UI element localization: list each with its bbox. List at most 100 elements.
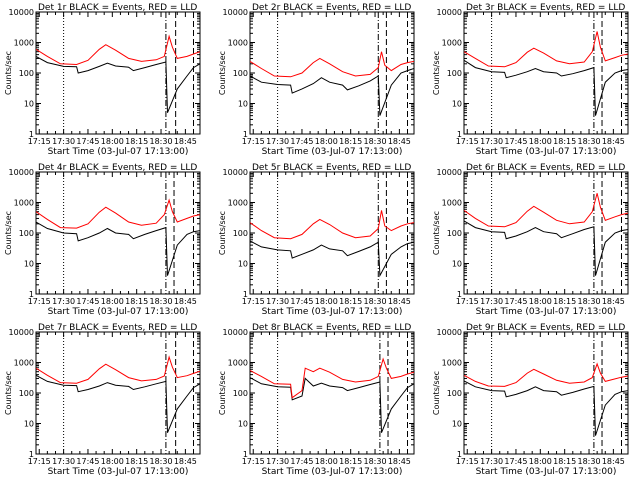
x-axis-label: Start Time (03-Jul-07 17:13:00) <box>476 307 617 317</box>
panel-title: Det 5r BLACK = Events, RED = LLD <box>252 163 411 173</box>
x-tick-label: 18:30 <box>363 297 386 306</box>
y-tick-label: 100 <box>233 389 248 398</box>
y-tick-label: 1000 <box>14 39 34 48</box>
y-axis-label: Counts/sec <box>218 371 227 415</box>
plot-frame <box>463 171 629 295</box>
x-tick-label: 18:30 <box>577 457 600 466</box>
y-axis-label: Counts/sec <box>432 211 441 255</box>
x-axis-label: Start Time (03-Jul-07 17:13:00) <box>476 467 617 477</box>
plot-frame <box>463 331 629 455</box>
y-tick-label: 1 <box>457 290 462 299</box>
series-events-line <box>250 377 414 433</box>
y-tick-label: 1 <box>457 450 462 459</box>
y-tick-label: 100 <box>233 229 248 238</box>
panel-title: Det 9r BLACK = Events, RED = LLD <box>466 323 625 333</box>
y-tick-label: 10 <box>238 420 248 429</box>
y-tick-label: 1000 <box>14 359 34 368</box>
y-tick-label: 1 <box>29 450 34 459</box>
x-tick-label: 18:15 <box>553 137 576 146</box>
detector-panel-6: Det 6r BLACK = Events, RED = LLD 1 10 100 10… <box>432 163 629 317</box>
x-tick-label: 18:00 <box>529 297 552 306</box>
x-tick-label: 18:15 <box>125 137 148 146</box>
detector-panel-7: Det 7r BLACK = Events, RED = LLD 1 10 100 10… <box>4 323 201 477</box>
x-axis-label: Start Time (03-Jul-07 17:13:00) <box>262 307 403 317</box>
y-tick-label: 1000 <box>14 199 34 208</box>
series-lld-line <box>250 210 414 240</box>
x-tick-label: 18:00 <box>315 137 338 146</box>
y-tick-label: 10000 <box>223 8 248 17</box>
x-tick-label: 17:45 <box>290 297 313 306</box>
y-tick-label: 1000 <box>442 199 462 208</box>
x-tick-label: 18:00 <box>101 457 124 466</box>
plot-frame <box>463 11 629 135</box>
y-tick-label: 1 <box>243 290 248 299</box>
x-tick-label: 17:15 <box>242 137 265 146</box>
x-tick-label: 17:30 <box>480 457 503 466</box>
panel-title: Det 2r BLACK = Events, RED = LLD <box>252 3 411 13</box>
x-tick-label: 18:00 <box>315 297 338 306</box>
x-axis-label: Start Time (03-Jul-07 17:13:00) <box>48 307 189 317</box>
x-tick-label: 18:15 <box>125 457 148 466</box>
x-tick-label: 17:15 <box>456 297 479 306</box>
x-tick-label: 18:00 <box>529 457 552 466</box>
x-tick-label: 17:45 <box>290 137 313 146</box>
series-lld-line <box>464 31 628 68</box>
x-tick-label: 17:30 <box>480 137 503 146</box>
y-tick-label: 100 <box>233 69 248 78</box>
series-events-line <box>250 240 414 278</box>
x-tick-label: 18:30 <box>577 137 600 146</box>
y-tick-label: 100 <box>447 69 462 78</box>
series-events-line <box>464 59 628 116</box>
x-tick-label: 17:15 <box>456 457 479 466</box>
series-events-line <box>464 220 628 276</box>
x-tick-label: 17:30 <box>266 137 289 146</box>
x-tick-label: 18:00 <box>315 457 338 466</box>
detector-panel-5: Det 5r BLACK = Events, RED = LLD 1 10 100 10… <box>218 163 415 317</box>
x-tick-label: 17:30 <box>52 137 75 146</box>
series-lld-line <box>250 51 414 78</box>
x-tick-label: 18:45 <box>388 137 411 146</box>
plot-frame <box>249 331 415 455</box>
detector-panel-3: Det 3r BLACK = Events, RED = LLD 1 10 100 10… <box>432 3 629 157</box>
x-tick-label: 17:45 <box>504 457 527 466</box>
x-tick-label: 17:15 <box>242 457 265 466</box>
series-lld-line <box>36 34 200 66</box>
y-tick-label: 1 <box>243 450 248 459</box>
y-tick-label: 1 <box>29 290 34 299</box>
detector-panel-4: Det 4r BLACK = Events, RED = LLD 1 10 100 10… <box>4 163 201 317</box>
x-tick-label: 17:15 <box>28 137 51 146</box>
x-tick-label: 18:30 <box>149 457 172 466</box>
x-tick-label: 17:45 <box>504 137 527 146</box>
y-tick-label: 10000 <box>9 168 34 177</box>
panel-title: Det 8r BLACK = Events, RED = LLD <box>252 323 411 333</box>
y-axis-label: Counts/sec <box>218 211 227 255</box>
y-tick-label: 10 <box>24 420 34 429</box>
x-axis-label: Start Time (03-Jul-07 17:13:00) <box>48 147 189 157</box>
x-tick-label: 18:00 <box>529 137 552 146</box>
y-tick-label: 10 <box>238 260 248 269</box>
x-tick-label: 18:45 <box>602 137 625 146</box>
x-tick-label: 18:30 <box>577 297 600 306</box>
y-tick-label: 10000 <box>437 328 462 337</box>
detector-panel-8: Det 8r BLACK = Events, RED = LLD 1 10 100 10… <box>218 323 415 477</box>
plot-frame <box>249 171 415 295</box>
y-tick-label: 1000 <box>442 39 462 48</box>
y-tick-label: 10000 <box>437 168 462 177</box>
detector-panel-1: Det 1r BLACK = Events, RED = LLD 1 10 100 10… <box>4 3 201 157</box>
x-tick-label: 18:15 <box>339 137 362 146</box>
x-tick-label: 18:15 <box>553 457 576 466</box>
y-tick-label: 10 <box>452 260 462 269</box>
y-tick-label: 10 <box>452 100 462 109</box>
series-events-line <box>36 374 200 433</box>
x-tick-label: 17:30 <box>52 457 75 466</box>
y-tick-label: 10 <box>24 100 34 109</box>
x-tick-label: 17:15 <box>456 137 479 146</box>
y-tick-label: 1000 <box>442 359 462 368</box>
x-tick-label: 18:15 <box>553 297 576 306</box>
y-tick-label: 10000 <box>223 328 248 337</box>
x-tick-label: 18:30 <box>149 297 172 306</box>
panel-title: Det 7r BLACK = Events, RED = LLD <box>38 323 197 333</box>
y-tick-label: 100 <box>19 229 34 238</box>
y-axis-label: Counts/sec <box>4 211 13 255</box>
x-axis-label: Start Time (03-Jul-07 17:13:00) <box>476 147 617 157</box>
